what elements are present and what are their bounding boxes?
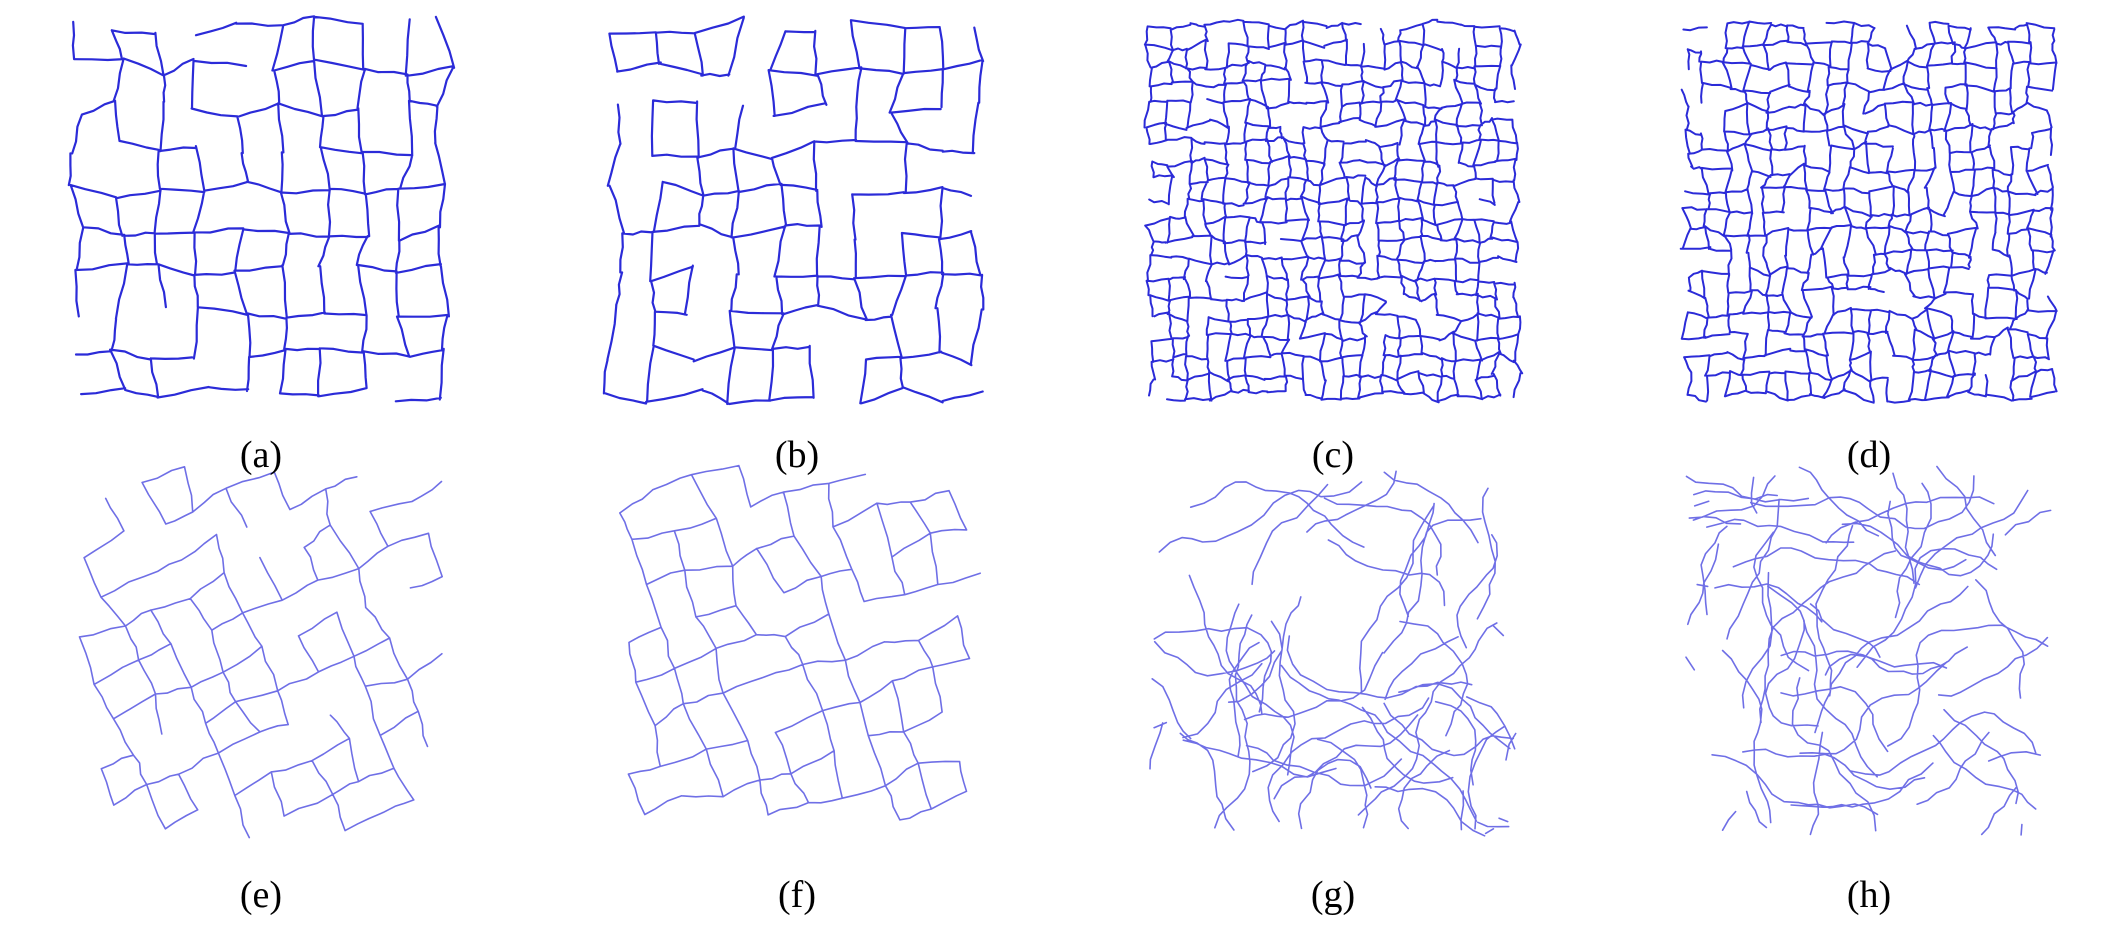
crack-lines	[78, 466, 443, 839]
panel-h-crack-network	[1685, 465, 2052, 836]
panel-f-caption: (f)	[778, 874, 816, 916]
crack-lines	[1679, 20, 2058, 404]
panel-c-crack-network	[1143, 18, 1524, 404]
panel-h-caption: (h)	[1846, 874, 1892, 916]
panel-c-caption: (c)	[1311, 434, 1355, 476]
panel-g-caption: (g)	[1310, 874, 1356, 916]
panel-b-crack-network	[602, 15, 985, 406]
crack-lines	[67, 15, 456, 403]
crack-lines	[1149, 470, 1517, 837]
panel-d-caption: (d)	[1846, 434, 1892, 476]
panel-a-caption: (a)	[239, 434, 283, 476]
crack-lines	[1143, 18, 1524, 404]
crack-lines	[602, 15, 985, 406]
panel-g-crack-network	[1149, 470, 1517, 837]
panel-e-caption: (e)	[239, 874, 283, 916]
crack-lines	[619, 464, 981, 821]
panel-b-caption: (b)	[774, 434, 820, 476]
panel-e-crack-network	[78, 466, 443, 839]
panel-f-crack-network	[619, 464, 981, 821]
panel-d-crack-network	[1679, 20, 2058, 404]
crack-lines	[1685, 465, 2052, 836]
panel-a-crack-network	[67, 15, 456, 403]
